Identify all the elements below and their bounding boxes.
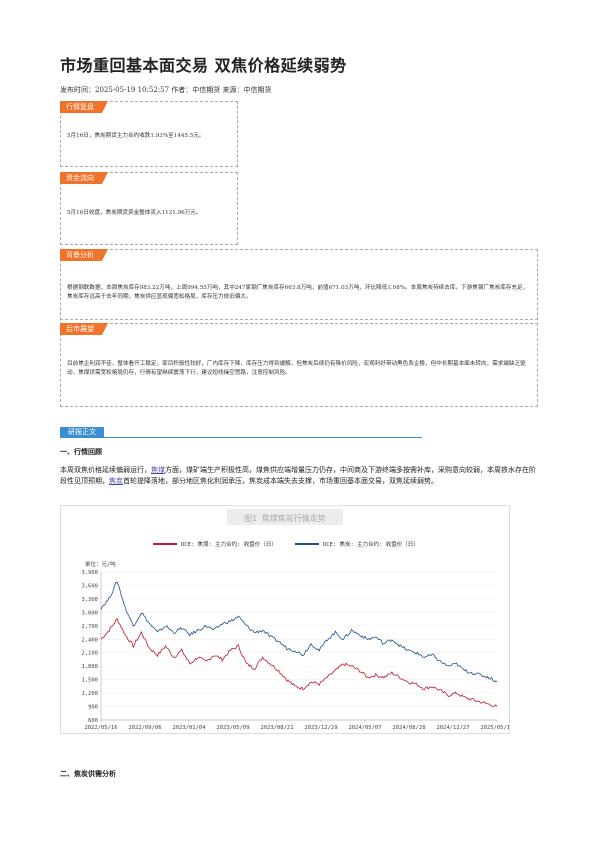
fund-flow-tag: 资金流向 — [60, 172, 108, 184]
series-line-2 — [100, 581, 498, 683]
y-tick-label: 1,800 — [81, 664, 98, 670]
legend-label: DCE: 焦炭: 主力合约: 收盘价（日） — [323, 540, 419, 548]
section-2-title: 二、焦炭供需分析 — [60, 770, 116, 778]
y-tick-label: 2,700 — [81, 624, 98, 630]
y-tick-label: 1,200 — [81, 691, 98, 697]
x-tick-label: 2023/01/04 — [172, 725, 206, 731]
report-divider — [60, 437, 422, 438]
chart-title-bg — [227, 509, 343, 525]
paragraph-text-3: 首轮提降落地，部分地区焦化利润承压，焦炭成本端失去支撑，市场重回基本面交易，双焦… — [123, 476, 438, 485]
fund-flow-text: 5月16日收盘，焦炭期货资金整体流入1121.96万元。 — [67, 210, 202, 216]
chart-unit-label: 单位：元/吨 — [85, 560, 116, 568]
x-tick-label: 2024/12/27 — [436, 725, 469, 731]
y-tick-label: 2,400 — [81, 637, 98, 643]
outlook-text: 目前焦企利润不佳，整体看开工稳定，家目积极性较好，厂内库存下降，库存压力得到缓解… — [67, 361, 526, 376]
background-text: 根据钢联数据，本周焦炭库存983.22万吨，上周994.55万吨，其中247家钢… — [67, 285, 529, 300]
keyword-link-coke[interactable]: 焦炭 — [109, 476, 123, 485]
chart-grid — [101, 571, 497, 721]
y-tick-label: 1,500 — [81, 678, 98, 684]
price-chart: 图1 焦煤焦炭行情走势 单位：元/吨 DCE: 焦煤: 主力合约: 收盘价（日）… — [60, 505, 514, 734]
x-tick-label: 2023/05/09 — [216, 725, 249, 731]
x-tick-label: 2023/12/29 — [304, 725, 337, 731]
x-tick-label: 2024/08/28 — [392, 725, 425, 731]
price-chart-svg: 图1 焦煤焦炭行情走势 单位：元/吨 DCE: 焦煤: 主力合约: 收盘价（日）… — [81, 509, 514, 731]
keyword-link-coking-coal[interactable]: 焦煤 — [151, 466, 165, 474]
x-tick-label: 2024/05/07 — [348, 725, 381, 731]
x-tick-label: 2023/08/21 — [260, 725, 293, 731]
y-tick-label: 2,100 — [81, 651, 98, 657]
market-review-text: 5月16日，焦炭期货主力合约收跌1.93%至1445.5元。 — [67, 133, 205, 139]
market-review-tag: 行情复盘 — [60, 101, 108, 113]
chart-y-axis: 600 900 1,200 1,500 1,800 2,100 2,400 2,700 3,00… — [81, 570, 102, 724]
y-tick-label: 3,300 — [81, 597, 98, 603]
market-review-box: 行情复盘 5月16日，焦炭期货主力合约收跌1.93%至1445.5元。 — [60, 101, 238, 167]
article-meta: 发布时间：2025-05-19 10:52:57 作者：中信期货 来源：中信期货 — [60, 86, 272, 94]
section-1-paragraph: 本周双焦价格延续偏弱运行，焦煤方面，煤矿端生产积极性高，煤焦供应端增量压力仍存，… — [60, 465, 540, 486]
y-tick-label: 3,900 — [81, 570, 98, 576]
article-title: 市场重回基本面交易 双焦价格延续弱势 — [60, 56, 347, 75]
y-tick-label: 900 — [88, 705, 98, 711]
outlook-tag: 后市展望 — [60, 323, 108, 335]
outlook-box: 后市展望 目前焦企利润不佳，整体看开工稳定，家目积极性较好，厂内库存下降，库存压… — [60, 323, 538, 407]
paragraph-text-2: 方面，煤矿端生产积极性高，煤焦供应端增量压力仍存，中间商及下游终端多按需补库，采… — [60, 466, 536, 485]
fund-flow-box: 资金流向 5月16日收盘，焦炭期货资金整体流入1121.96万元。 — [60, 172, 238, 245]
chart-legend: DCE: 焦煤: 主力合约: 收盘价（日） DCE: 焦炭: 主力合约: 收盘价（… — [153, 540, 419, 548]
background-tag: 背景分析 — [60, 249, 108, 261]
y-tick-label: 3,000 — [81, 610, 98, 616]
report-body-tag: 研报正文 — [60, 427, 104, 438]
chart-x-axis: 2022/05/16 2022/09/06 2023/01/04 2023/05/09… — [84, 719, 514, 731]
x-tick-label: 2022/05/16 — [84, 725, 117, 731]
chart-title: 图1 焦煤焦炭行情走势 — [244, 513, 326, 523]
legend-label: DCE: 焦煤: 主力合约: 收盘价（日） — [181, 540, 277, 548]
series-line-1 — [100, 617, 498, 707]
x-tick-label: 2025/05/15 — [480, 725, 509, 731]
background-box: 背景分析 根据钢联数据，本周焦炭库存983.22万吨，上周994.55万吨，其中… — [60, 249, 538, 320]
section-1-title: 一、行情回顾 — [60, 448, 102, 456]
chart-series — [100, 581, 498, 707]
paragraph-text-1: 本周双焦价格延续偏弱运行， — [60, 466, 151, 474]
y-tick-label: 600 — [88, 718, 98, 724]
x-tick-label: 2022/09/06 — [128, 725, 161, 731]
y-tick-label: 3,600 — [81, 583, 98, 589]
